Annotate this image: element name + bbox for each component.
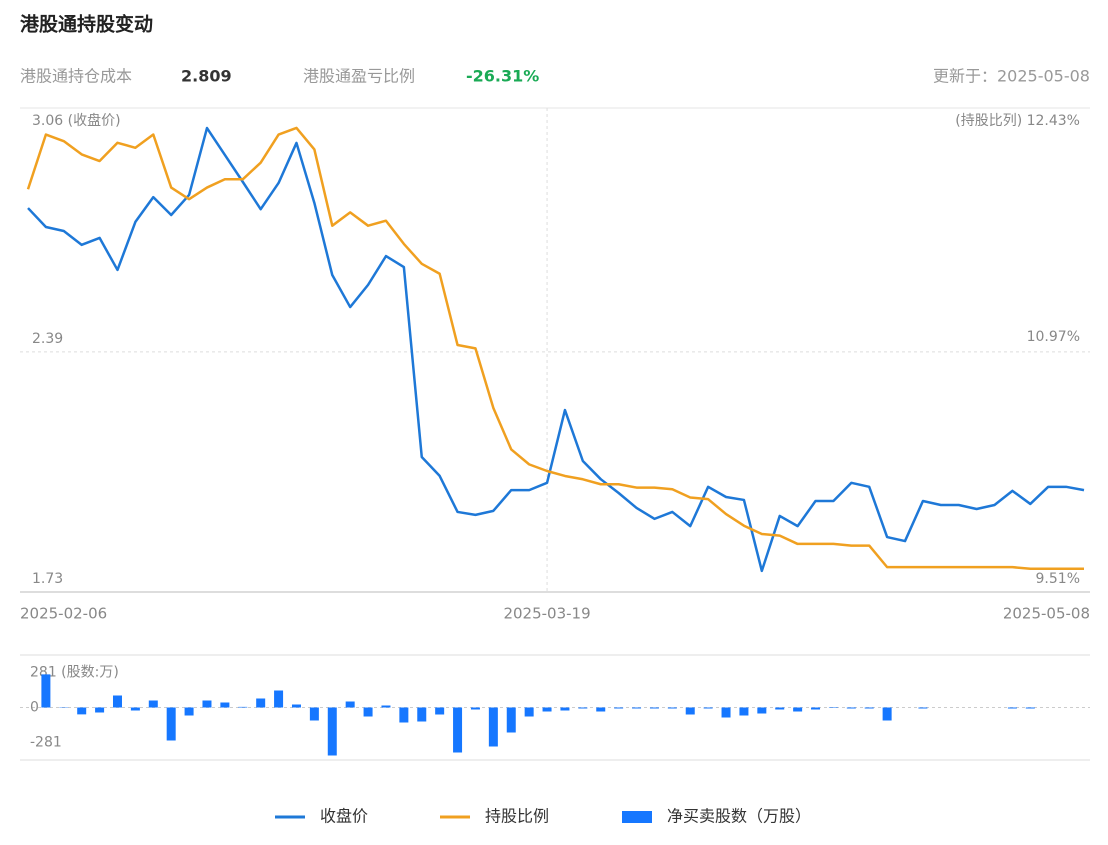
bar [883,708,892,721]
bar [149,701,158,708]
bar [632,708,641,709]
bar [614,708,623,709]
bar [525,708,534,717]
bar [417,708,426,722]
bar [471,708,480,710]
bar [346,702,355,708]
y2-tick-label: 10.97% [1027,329,1080,345]
y2-tick-label: (持股比列) 12.43% [955,113,1080,129]
bar [829,708,838,709]
bar [167,708,176,741]
bar [560,708,569,711]
x-tick-label: 2025-03-19 [503,605,590,623]
bar [918,708,927,709]
bar [793,708,802,712]
y2-tick-label: 9.51% [1036,571,1080,587]
x-tick-label: 2025-02-06 [20,605,107,623]
bar [274,691,283,708]
y-tick-label: 0 [30,700,39,716]
title: 港股通持股变动 [20,13,153,36]
y-tick-label: -281 [30,735,62,751]
bar [757,708,766,714]
bar [453,708,462,753]
bar [220,703,229,708]
bar [489,708,498,747]
line-series [28,128,1084,571]
y-tick-label: 3.06 (收盘价) [32,112,121,129]
bar [811,708,820,710]
y-tick-label: 1.73 [32,571,63,587]
bar [865,708,874,709]
legend-swatch [622,811,652,823]
legend-label: 收盘价 [320,807,368,826]
bar [292,705,301,708]
bar [399,708,408,723]
bar [739,708,748,716]
bar [596,708,605,712]
legend-label: 持股比例 [485,807,549,826]
bar [328,708,337,756]
bar [704,708,713,709]
pnl-value: -26.31% [466,67,539,86]
x-tick-label: 2025-05-08 [1003,605,1090,623]
legend-label: 净买卖股数（万股） [667,807,811,826]
bar [435,708,444,715]
bar [238,707,247,708]
bar [543,708,552,712]
bar [77,708,86,715]
pnl-label: 港股通盈亏比例 [303,67,415,86]
bar [185,708,194,716]
bar [847,708,856,709]
bar [722,708,731,718]
bar [381,706,390,708]
bar [650,708,659,709]
bar [668,708,677,709]
cost-label: 港股通持仓成本 [20,67,132,86]
bar [364,708,373,717]
bar [775,708,784,710]
bar [202,701,211,708]
bar [578,708,587,709]
bar [1008,708,1017,709]
bar [256,699,265,708]
bar [95,708,104,713]
cost-value: 2.809 [181,67,232,86]
bar [41,674,50,707]
bar [113,696,122,708]
bar [1026,708,1035,709]
updated: 更新于：2025-05-08 [933,67,1090,86]
bar [686,708,695,715]
bar [131,708,140,711]
bar [310,708,319,721]
bar [507,708,516,733]
y-tick-label: 2.39 [32,331,63,347]
